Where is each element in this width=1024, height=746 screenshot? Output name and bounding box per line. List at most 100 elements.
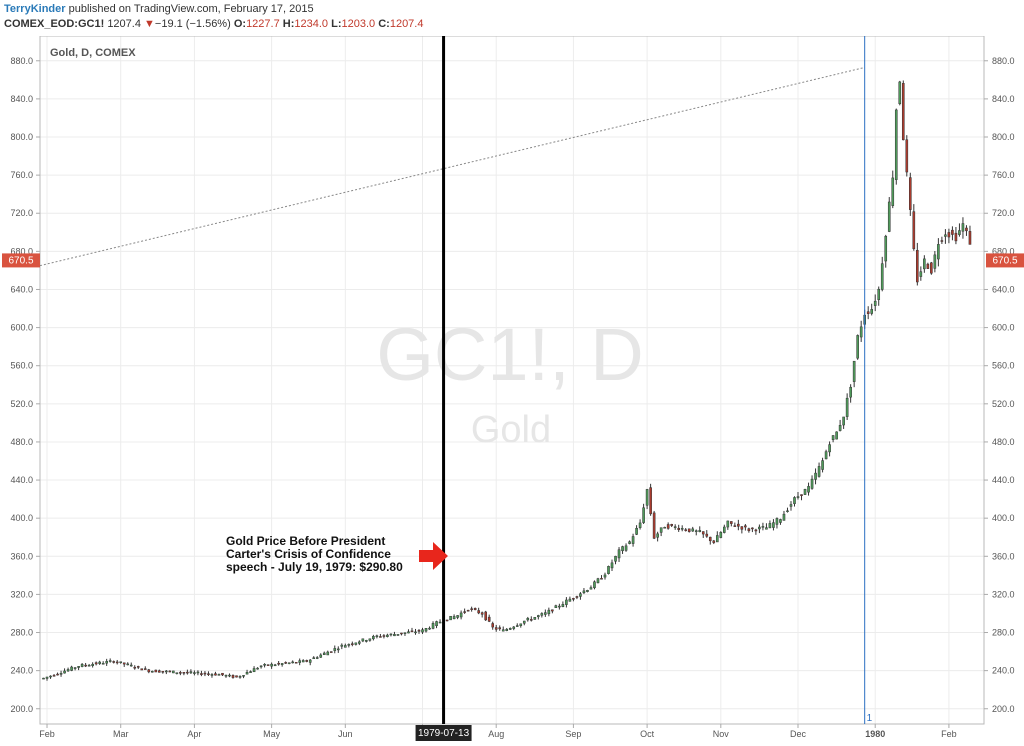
candle-down: [480, 612, 484, 615]
candle-down: [207, 673, 210, 675]
candle-up: [424, 628, 428, 632]
candle-down: [400, 632, 403, 635]
candle-down: [484, 611, 487, 621]
candle-down: [912, 211, 916, 250]
candle-down: [466, 609, 470, 612]
high-value: 1234.0: [294, 18, 329, 30]
candle-down: [351, 643, 354, 645]
candle-down: [214, 673, 217, 676]
candle-up: [565, 599, 568, 605]
candle-up: [835, 431, 838, 440]
candle-up: [431, 623, 435, 629]
candle-down: [473, 608, 477, 610]
candle-up: [726, 520, 730, 528]
candle-down: [200, 673, 203, 675]
y-tick-label: 240.0: [10, 666, 33, 676]
candle-up: [175, 672, 179, 674]
x-tick-label: Aug: [488, 729, 504, 739]
candle-up: [59, 673, 63, 675]
candle-down: [670, 524, 673, 526]
candle-down: [122, 662, 126, 665]
blue-line-label: 1: [867, 713, 873, 724]
x-tick-label: Mar: [113, 729, 129, 739]
watermark: GC1!, D Gold: [376, 313, 643, 451]
candle-up: [842, 416, 845, 426]
candle-up: [698, 530, 702, 533]
candle-down: [143, 668, 147, 670]
trend-line[interactable]: [39, 66, 865, 267]
candle-up: [680, 528, 684, 530]
y-tick-label: 880.0: [992, 56, 1015, 66]
y-tick-label: 640.0: [10, 284, 33, 294]
candle-down: [751, 527, 754, 530]
candle-up: [880, 263, 884, 290]
watermark-name: Gold: [471, 409, 551, 451]
candle-up: [807, 486, 810, 493]
candle-down: [687, 528, 691, 532]
candle-up: [45, 676, 49, 679]
candle-up: [782, 513, 786, 521]
price-tag-left: 670.5: [8, 255, 33, 266]
candle-down: [266, 664, 270, 666]
candle-down: [417, 630, 421, 632]
annotation-line-2: Carter's Crisis of Confidence: [226, 547, 391, 561]
candle-down: [926, 263, 930, 269]
candle-up: [719, 532, 723, 538]
y-tick-label: 640.0: [992, 284, 1015, 294]
candle-down: [203, 672, 207, 675]
candle-down: [56, 673, 59, 676]
annotation[interactable]: Gold Price Before President Carter's Cri…: [226, 534, 448, 574]
candle-up: [80, 664, 84, 667]
chart-header: TerryKinder published on TradingView.com…: [0, 0, 1024, 36]
author-link[interactable]: TerryKinder: [4, 3, 66, 15]
candle-up: [642, 507, 645, 523]
candle-down: [600, 578, 603, 580]
candle-down: [754, 529, 758, 532]
candle-up: [659, 527, 663, 533]
candle-up: [291, 661, 294, 664]
candle-up: [280, 663, 284, 665]
candle-down: [161, 671, 165, 673]
price-tag-left-bg: [2, 253, 40, 268]
candle-up: [301, 660, 305, 663]
y-tick-label: 760.0: [992, 170, 1015, 180]
candle-up: [273, 664, 277, 667]
y-tick-label: 760.0: [10, 170, 33, 180]
candle-up: [937, 244, 940, 260]
y-tick-label: 720.0: [10, 208, 33, 218]
candle-down: [115, 661, 119, 664]
candle-up: [877, 288, 881, 300]
candle-up: [42, 677, 45, 680]
y-tick-label: 280.0: [992, 628, 1015, 638]
candle-up: [691, 528, 695, 532]
date-marker-tag: 1979-07-13: [415, 725, 472, 741]
candle-up: [249, 671, 252, 673]
candle-up: [70, 666, 73, 671]
candle-up: [540, 613, 544, 616]
close-label: C:: [378, 18, 390, 30]
candle-up: [375, 635, 379, 638]
candle-up: [361, 638, 365, 642]
candle-up: [586, 589, 589, 592]
candle-up: [119, 661, 123, 663]
x-tick-label: Apr: [187, 729, 201, 739]
candle-up: [77, 666, 80, 668]
candle-up: [217, 674, 221, 676]
y-tick-label: 520.0: [992, 399, 1015, 409]
candle-up: [554, 605, 558, 608]
red-arrow-icon: [419, 542, 448, 570]
candle-down: [529, 619, 533, 621]
candle-up: [228, 674, 231, 677]
candle-up: [645, 489, 649, 506]
candle-up: [765, 527, 768, 530]
candle-up: [508, 628, 512, 630]
candle-up: [544, 612, 547, 615]
candle-down: [909, 177, 912, 210]
candle-up: [944, 234, 947, 237]
candle-down: [677, 527, 680, 530]
candle-up: [526, 618, 530, 621]
price-chart[interactable]: GC1!, D Gold Gold, D, COMEX 200.0 240.0 28…: [0, 36, 1024, 746]
candle-up: [256, 667, 259, 670]
candle-up: [870, 309, 874, 314]
price-tag-right: 670.5: [992, 255, 1017, 266]
